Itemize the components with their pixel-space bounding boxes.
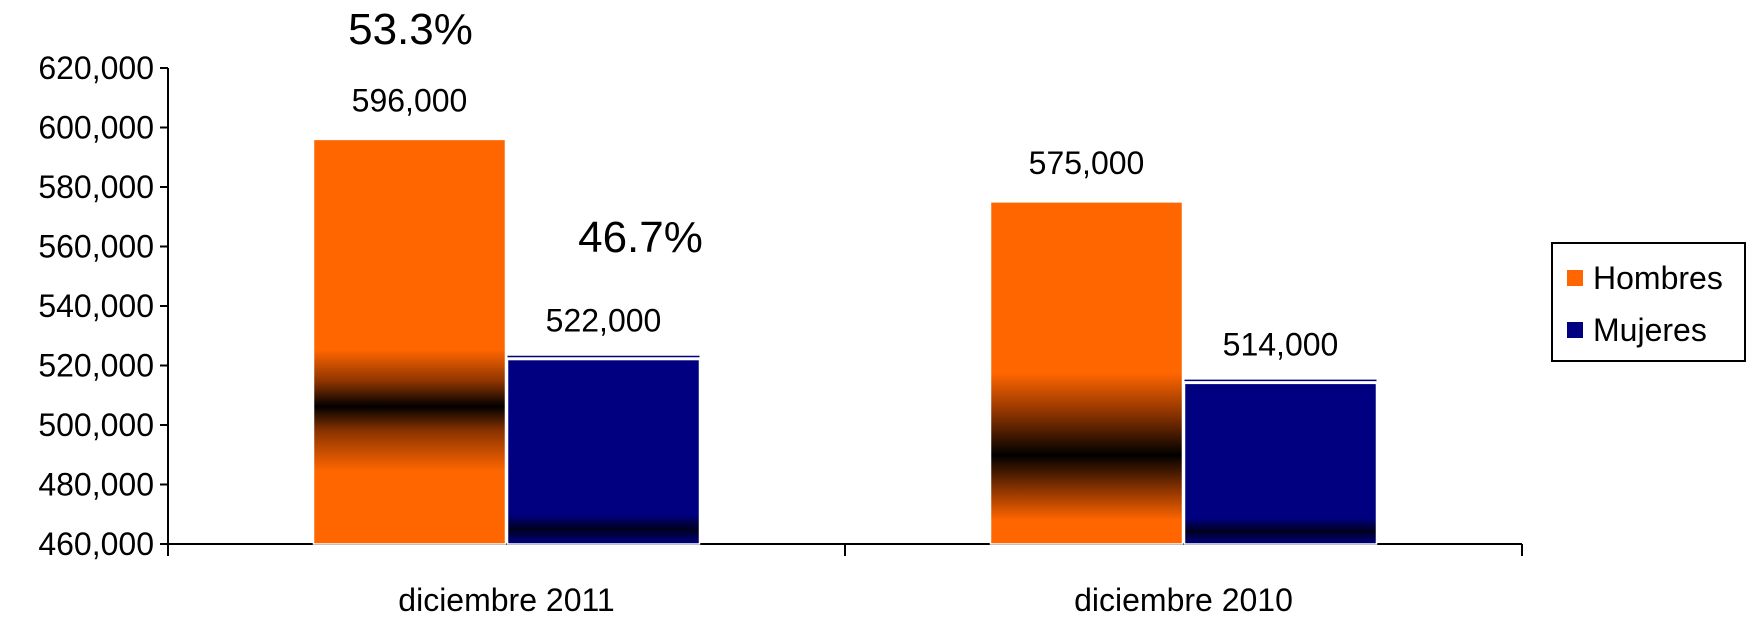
bar-hombres-1: [989, 201, 1184, 545]
percentage-annotation: 53.3%: [348, 5, 473, 54]
legend-label-hombres: Hombres: [1593, 259, 1723, 296]
legend: Hombres Mujeres: [1551, 242, 1746, 362]
y-tick-label: 540,000: [38, 288, 154, 324]
legend-label-mujeres: Mujeres: [1593, 311, 1707, 348]
percentage-annotation: 46.7%: [578, 213, 703, 262]
data-labels: 596,000 522,000 575,000 514,000 53.3% 46.7%: [348, 5, 1338, 362]
y-tick-label: 480,000: [38, 467, 154, 503]
bars: [312, 138, 1378, 545]
data-label-mujeres-1: 514,000: [1223, 326, 1339, 362]
data-label-mujeres-0: 522,000: [546, 303, 662, 339]
y-tick-label: 580,000: [38, 169, 154, 205]
legend-swatch-mujeres: [1567, 322, 1583, 338]
bar-hombres-0: [312, 138, 507, 545]
bar-mujeres-0: [506, 358, 701, 545]
y-tick-label: 460,000: [38, 526, 154, 562]
bar-mujeres-1: [1183, 382, 1378, 545]
x-tick-label: diciembre 2011: [398, 582, 614, 617]
y-tick-label: 560,000: [38, 229, 154, 265]
y-tick-label: 520,000: [38, 348, 154, 384]
y-tick-label: 600,000: [38, 110, 154, 146]
axes: 460,000 480,000 500,000 520,000 540,000 560,0…: [38, 50, 1523, 617]
legend-swatch-hombres: [1567, 270, 1583, 286]
y-tick-label: 620,000: [38, 50, 154, 86]
data-label-hombres-1: 575,000: [1029, 145, 1145, 181]
legend-item-mujeres: Mujeres: [1567, 310, 1707, 350]
y-tick-label: 500,000: [38, 407, 154, 443]
x-tick-label: diciembre 2010: [1074, 582, 1293, 617]
legend-item-hombres: Hombres: [1567, 258, 1723, 298]
data-label-hombres-0: 596,000: [352, 82, 468, 118]
